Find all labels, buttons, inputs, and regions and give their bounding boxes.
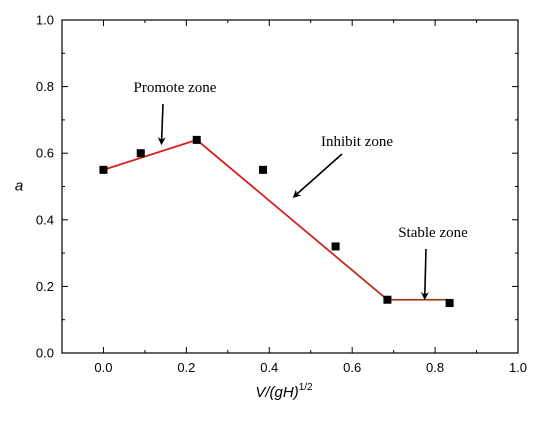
y-tick-label: 0.2 xyxy=(36,279,54,294)
x-tick-label: 0.6 xyxy=(343,360,361,375)
trend-line xyxy=(103,138,452,301)
annotation-arrow xyxy=(420,248,429,301)
x-tick-label: 0.4 xyxy=(260,360,278,375)
annotation-label: Inhibit zone xyxy=(321,134,393,150)
annotation-label: Promote zone xyxy=(134,80,217,96)
data-point xyxy=(136,149,145,158)
data-point xyxy=(383,295,392,304)
y-tick-label: 0.0 xyxy=(36,346,54,361)
x-tick-label: 0.8 xyxy=(426,360,444,375)
y-tick-label: 0.6 xyxy=(36,146,54,161)
data-point xyxy=(99,165,108,174)
data-point xyxy=(331,242,340,251)
x-axis-title: V/(gH)1/2 xyxy=(255,382,313,401)
y-tick-label: 0.8 xyxy=(36,79,54,94)
y-tick-label: 0.4 xyxy=(36,212,54,227)
y-axis-title: a xyxy=(15,178,23,195)
x-tick-label: 0.2 xyxy=(177,360,195,375)
annotation-arrow xyxy=(157,103,166,146)
y-tick-label: 1.0 xyxy=(36,13,54,28)
x-tick-label: 0.0 xyxy=(94,360,112,375)
annotation-arrow xyxy=(292,153,343,198)
x-tick-label: 1.0 xyxy=(509,360,527,375)
data-point xyxy=(445,299,454,308)
annotation-label: Stable zone xyxy=(398,225,468,241)
data-point xyxy=(259,165,268,174)
data-point xyxy=(192,135,201,144)
